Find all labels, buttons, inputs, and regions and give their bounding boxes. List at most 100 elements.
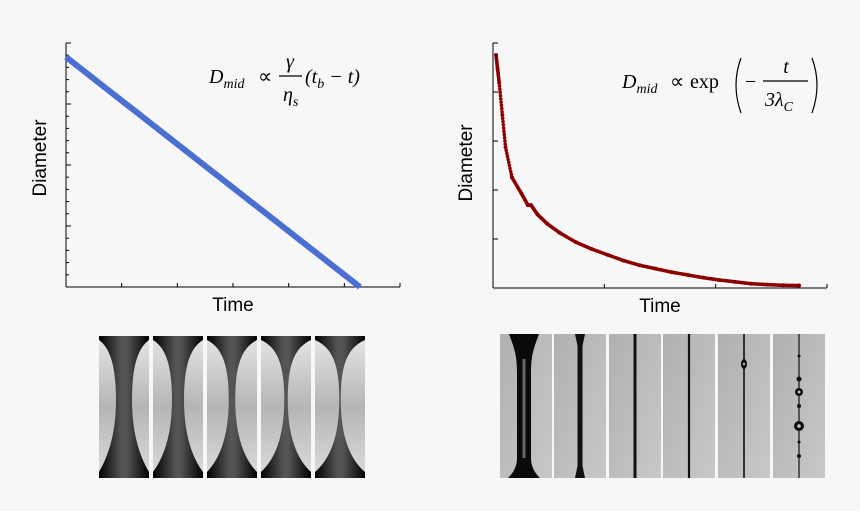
- left-x-axis-label: Time: [212, 295, 254, 316]
- elastic-strip-6: [773, 334, 825, 478]
- right-series-point: [498, 93, 503, 98]
- left-y-axis-label: Diameter: [30, 119, 51, 197]
- right-series-point: [495, 65, 500, 70]
- right-series-point: [588, 246, 592, 251]
- right-series-point: [497, 79, 501, 84]
- left-series-line: [64, 54, 362, 290]
- elastic-image-strips: [500, 334, 825, 478]
- elastic-strip-3: [609, 334, 661, 478]
- left-formula-tail-open: (t: [305, 66, 318, 88]
- right-series-point: [506, 157, 510, 162]
- shear-thinning-strip-4: [261, 336, 311, 478]
- right-series-point: [498, 97, 503, 101]
- right-formula-denominator: 3λ: [764, 89, 784, 111]
- right-series-point: [498, 90, 502, 95]
- right-series-point: [509, 172, 514, 177]
- right-series-point: [503, 145, 508, 150]
- elastic-strip-4: [663, 334, 715, 478]
- svg-text:(tb − t): (tb − t): [305, 66, 360, 92]
- right-series-point: [507, 163, 512, 168]
- right-series-point: [684, 272, 688, 277]
- right-series-point: [604, 252, 608, 257]
- right-series-point: [503, 139, 507, 143]
- right-series-point: [556, 230, 561, 234]
- right-series-point: [500, 113, 505, 118]
- right-series-point: [506, 160, 511, 165]
- left-formula-relation: ∝: [258, 66, 272, 88]
- elastic-strip-1: [500, 334, 552, 478]
- right-formula-sign: −: [745, 71, 756, 93]
- right-series-point: [668, 269, 672, 274]
- right-formula-lhs-sub: mid: [636, 82, 658, 97]
- right-series-point: [508, 169, 513, 174]
- shear-thinning-strip-3: [207, 336, 257, 478]
- right-y-axis-label: Diameter: [456, 124, 477, 202]
- right-series-point: [497, 84, 502, 88]
- left-formula-lhs-sub: mid: [223, 77, 245, 92]
- right-formula-denominator-sub: C: [784, 100, 794, 115]
- right-series-point: [731, 279, 736, 284]
- right-series-point: [636, 262, 640, 267]
- right-series-point: [501, 126, 506, 130]
- right-series-point: [505, 151, 509, 156]
- right-series-point: [499, 100, 503, 104]
- right-series-point: [572, 239, 576, 243]
- left-formula-tail-close: − t): [324, 66, 360, 88]
- right-formula-relation: ∝: [670, 71, 684, 93]
- left-formula-lhs: D: [208, 66, 224, 88]
- right-series-point: [503, 142, 508, 146]
- right-series-point: [699, 275, 704, 280]
- shear-thinning-image-strips: [99, 336, 365, 478]
- right-series-point: [747, 281, 752, 286]
- right-series-point: [508, 166, 512, 171]
- right-series-point: [501, 122, 506, 127]
- right-series-point: [499, 103, 504, 108]
- svg-text:Dmid: Dmid: [208, 66, 245, 92]
- right-formula-lhs: D: [621, 71, 637, 93]
- right-series-point: [652, 266, 656, 271]
- right-formula: Dmid ∝ exp − t 3λC: [621, 56, 818, 115]
- right-series-point: [795, 283, 800, 288]
- right-series-point: [505, 154, 510, 159]
- right-series-point: [620, 258, 624, 262]
- elastic-strip-5: [718, 334, 770, 478]
- right-series: [494, 53, 802, 288]
- left-formula-numerator: γ: [286, 51, 295, 73]
- right-series-point: [498, 87, 502, 91]
- left-formula-denominator-sub: s: [293, 95, 299, 110]
- svg-text:3λC: 3λC: [764, 89, 794, 115]
- right-x-axis-label: Time: [639, 296, 681, 317]
- left-formula: Dmid ∝ γ ηs (tb − t): [208, 51, 360, 110]
- right-formula-right-paren: [811, 57, 818, 114]
- left-formula-denominator: η: [283, 84, 293, 106]
- right-formula-numerator: t: [783, 56, 789, 78]
- svg-text:ηs: ηs: [283, 84, 299, 110]
- right-series-point: [502, 132, 507, 137]
- shear-thinning-strip-2: [153, 336, 203, 478]
- elastic-strip-2: [554, 334, 606, 478]
- right-chart: Time Diameter Dmid ∝ exp − t 3λC: [456, 42, 828, 317]
- right-formula-left-paren: [735, 57, 742, 114]
- right-series-point: [763, 282, 768, 287]
- left-chart: Time Diameter Dmid ∝ γ ηs (tb − t): [30, 42, 401, 316]
- right-formula-func: exp: [690, 71, 719, 93]
- right-series-point: [499, 106, 504, 111]
- right-series-point: [715, 277, 720, 282]
- shear-thinning-strip-5: [315, 336, 365, 478]
- right-series-point: [501, 119, 505, 124]
- left-series: [64, 54, 362, 290]
- svg-text:Dmid: Dmid: [621, 71, 658, 97]
- right-series-point: [504, 148, 509, 153]
- left-y-ticks: [66, 42, 71, 288]
- right-x-ticks: [492, 284, 828, 288]
- right-series-point: [518, 190, 523, 194]
- right-series-point: [779, 283, 784, 288]
- right-series-point: [500, 116, 505, 121]
- right-series-point: [500, 110, 504, 114]
- left-x-ticks: [65, 283, 401, 287]
- right-series-point: [502, 135, 507, 140]
- left-formula-tail-sub: b: [317, 77, 324, 92]
- shear-thinning-strip-1: [99, 336, 149, 478]
- right-series-point: [502, 129, 506, 134]
